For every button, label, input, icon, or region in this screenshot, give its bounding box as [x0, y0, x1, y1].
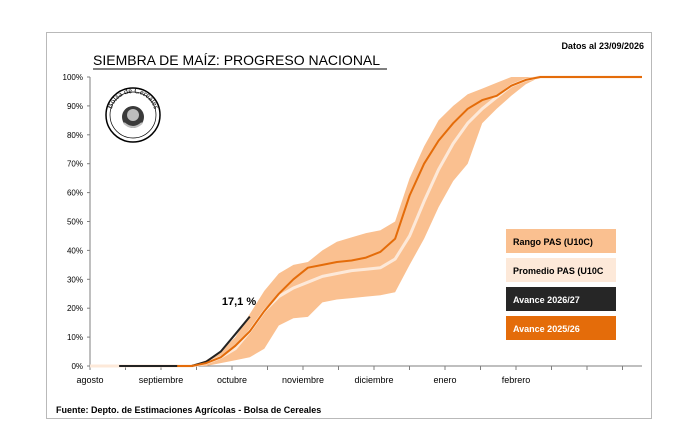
chart-title: SIEMBRA DE MAÍZ: PROGRESO NACIONAL: [93, 52, 380, 68]
legend: Rango PAS (U10C) Promedio PAS (U10C Avance…: [506, 229, 616, 340]
legend-item: Promedio PAS (U10C: [513, 266, 604, 276]
x-tick-label: noviembre: [282, 375, 324, 385]
source-note: Fuente: Depto. de Estimaciones Agrícolas…: [56, 405, 321, 415]
y-tick-label: 0%: [71, 362, 83, 371]
legend-swatch: [506, 287, 616, 311]
legend-swatch: [506, 229, 616, 253]
x-tick-label: febrero: [502, 375, 531, 385]
y-tick-label: 20%: [67, 304, 83, 313]
x-tick-label: diciembre: [354, 375, 393, 385]
legend-item: Avance 2026/27: [513, 295, 580, 305]
legend-swatch: [506, 258, 616, 282]
y-tick-label: 30%: [67, 275, 83, 284]
x-tick-label: enero: [433, 375, 456, 385]
logo-seal: [105, 87, 161, 143]
x-tick-label: agosto: [76, 375, 103, 385]
y-tick-label: 10%: [67, 333, 83, 342]
y-tick-label: 60%: [67, 189, 83, 198]
y-tick-label: 80%: [67, 131, 83, 140]
legend-item: Rango PAS (U10C): [513, 237, 593, 247]
y-tick-label: 100%: [63, 73, 83, 82]
legend-swatch: [506, 316, 616, 340]
y-tick-label: 90%: [67, 102, 83, 111]
x-tick-label: septiembre: [139, 375, 184, 385]
date-label: Datos al 23/09/2026: [561, 41, 644, 51]
legend-item: Avance 2025/26: [513, 324, 580, 334]
plot-area: 0% 10% 20% 30% 40% 50% 60% 70% 80% 90% 100% agosto s…: [63, 73, 642, 385]
x-tick-label: octubre: [217, 375, 247, 385]
current-value-annotation: 17,1 %: [222, 296, 256, 308]
y-tick-label: 50%: [67, 218, 83, 227]
y-tick-label: 40%: [67, 246, 83, 255]
series-line-avance-2025-26: [177, 76, 642, 367]
y-tick-label: 70%: [67, 160, 83, 169]
